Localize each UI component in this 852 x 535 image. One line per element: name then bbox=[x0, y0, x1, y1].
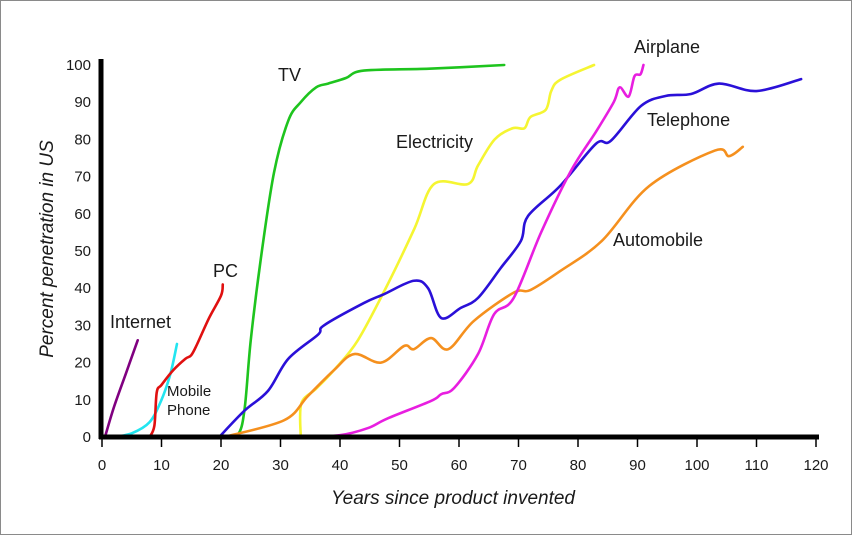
series-line-airplane bbox=[299, 63, 645, 439]
x-tick-label: 30 bbox=[272, 457, 289, 474]
x-tick-label: 10 bbox=[153, 457, 170, 474]
x-tick-label: 80 bbox=[570, 457, 587, 474]
series-line-pc bbox=[148, 283, 225, 439]
x-tick-label: 40 bbox=[332, 457, 349, 474]
series-label-tv: TV bbox=[278, 65, 301, 85]
x-tick-label: 0 bbox=[98, 457, 106, 474]
y-tick-label: 80 bbox=[74, 131, 91, 148]
x-tick-label: 120 bbox=[803, 457, 828, 474]
series-line-automobile bbox=[222, 145, 745, 439]
y-tick-label: 10 bbox=[74, 392, 91, 409]
x-axis-ticks: 0 10 20 30 40 50 60 70 80 90 100 110 120 bbox=[98, 437, 829, 474]
series-lines bbox=[103, 63, 803, 439]
series-label-telephone: Telephone bbox=[647, 110, 730, 130]
series-line-telephone bbox=[217, 77, 803, 439]
series-line-internet bbox=[103, 338, 139, 439]
series-label-automobile: Automobile bbox=[613, 230, 703, 250]
y-tick-label: 20 bbox=[74, 355, 91, 372]
y-tick-label: 40 bbox=[74, 280, 91, 297]
y-tick-label: 90 bbox=[74, 94, 91, 111]
x-tick-label: 90 bbox=[629, 457, 646, 474]
x-tick-label: 110 bbox=[745, 457, 769, 474]
y-axis-label: Percent penetration in US bbox=[37, 140, 58, 358]
series-line-electricity bbox=[298, 63, 596, 439]
y-tick-label: 50 bbox=[74, 243, 91, 260]
x-tick-label: 60 bbox=[451, 457, 468, 474]
series-label-mobile-phone: Mobile Phone bbox=[167, 383, 211, 419]
x-tick-label: 70 bbox=[510, 457, 527, 474]
series-label-pc: PC bbox=[213, 261, 238, 281]
series-label-airplane: Airplane bbox=[634, 37, 700, 57]
y-tick-label: 70 bbox=[74, 169, 91, 186]
series-label-electricity: Electricity bbox=[396, 132, 473, 152]
series-label-internet: Internet bbox=[110, 312, 171, 332]
y-tick-label: 60 bbox=[74, 206, 91, 223]
x-tick-label: 20 bbox=[213, 457, 230, 474]
x-axis-label: Years since product invented bbox=[331, 488, 576, 509]
y-axis-ticks: 0 10 20 30 40 50 60 70 80 90 100 bbox=[66, 57, 91, 446]
y-tick-label: 100 bbox=[66, 57, 91, 74]
series-line-tv bbox=[225, 63, 506, 439]
y-tick-label: 30 bbox=[74, 317, 91, 334]
x-tick-label: 100 bbox=[684, 457, 709, 474]
x-tick-label: 50 bbox=[391, 457, 408, 474]
y-tick-label: 0 bbox=[83, 429, 91, 446]
